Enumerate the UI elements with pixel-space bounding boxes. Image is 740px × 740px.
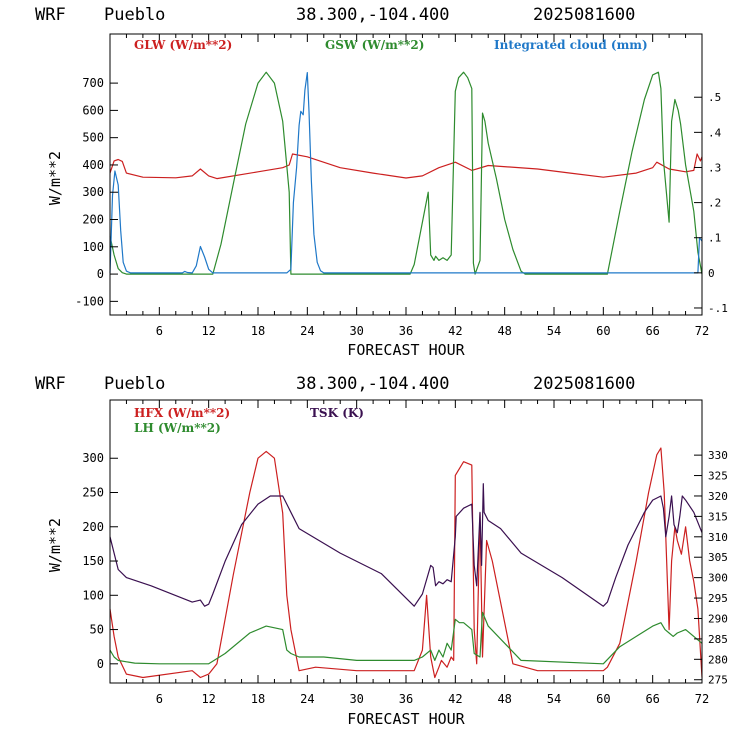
y-tick-label: 200	[82, 520, 104, 534]
x-tick-label: 66	[645, 324, 659, 338]
y-tick-label: 300	[82, 451, 104, 465]
y2-tick-label: .5	[708, 91, 721, 104]
y-tick-label: 400	[82, 158, 104, 172]
y2-tick-label: 275	[708, 674, 728, 687]
y-tick-label: 0	[97, 267, 104, 281]
y-tick-label: 300	[82, 185, 104, 199]
header-station: Pueblo	[104, 374, 165, 394]
legend-tsk: TSK (K)	[310, 406, 364, 420]
legend-cloud: Integrated cloud (mm)	[494, 38, 648, 52]
x-tick-label: 42	[448, 692, 462, 706]
header-model: WRF	[35, 5, 66, 25]
y2-tick-label: 320	[708, 490, 728, 503]
header-date: 2025081600	[533, 5, 635, 25]
y2-tick-label: .3	[708, 161, 721, 174]
panel-2-header: WRF Pueblo 38.300,-104.400 2025081600	[35, 374, 635, 394]
y2-tick-label: 280	[708, 653, 728, 666]
flux-chart: 6 12 18 24 30 36 42 48 54 60 66 72 0 50 100 150 200 250 3…	[46, 399, 728, 728]
y2-tick-label: -.1	[708, 302, 728, 315]
x-tick-label: 30	[349, 324, 363, 338]
header-coords: 38.300,-104.400	[296, 5, 450, 25]
y2-axis-ticks: 275 280 285 290 295 300 305 310 315 320 325 330	[694, 449, 728, 687]
x-tick-label: 48	[497, 324, 511, 338]
x-axis-ticks: 6 12 18 24 30 36 42 48 54 60 66 72	[125, 34, 709, 338]
flux-series	[109, 447, 703, 679]
x-axis-ticks: 6 12 18 24 30 36 42 48 54 60 66 72	[125, 400, 709, 706]
header-station: Pueblo	[104, 5, 165, 25]
y-axis-ticks: 0 50 100 150 200 250 300	[82, 451, 118, 671]
series-line-lh	[109, 611, 703, 665]
header-date: 2025081600	[533, 374, 635, 394]
y-axis-label: W/m**2	[46, 151, 64, 205]
y-tick-label: 0	[97, 657, 104, 671]
legend-glw: GLW (W/m**2)	[134, 38, 232, 52]
y-tick-label: 600	[82, 103, 104, 117]
x-tick-label: 18	[251, 324, 265, 338]
legend-hfx: HFX (W/m**2)	[134, 406, 230, 420]
y-axis-label: W/m**2	[46, 518, 64, 572]
x-tick-label: 72	[695, 692, 709, 706]
x-axis-label: FORECAST HOUR	[347, 710, 465, 728]
x-tick-label: 60	[596, 692, 610, 706]
y2-tick-label: 290	[708, 612, 728, 625]
y2-tick-label: .1	[708, 232, 721, 245]
radiation-series	[109, 71, 703, 275]
y-tick-label: 250	[82, 486, 104, 500]
x-tick-label: 6	[156, 692, 163, 706]
legend-gsw: GSW (W/m**2)	[325, 38, 424, 52]
x-tick-label: 54	[547, 692, 561, 706]
x-tick-label: 66	[645, 692, 659, 706]
legend-lh: LH (W/m**2)	[134, 421, 221, 435]
panel-1-header: WRF Pueblo 38.300,-104.400 2025081600	[35, 5, 635, 25]
y2-tick-label: 310	[708, 531, 728, 544]
y2-tick-label: 305	[708, 551, 728, 564]
y2-tick-label: 325	[708, 470, 728, 483]
y2-tick-label: 300	[708, 572, 728, 585]
radiation-chart: 6 12 18 24 30 36 42 48 54 60 66 72 -100 0 100 200 300 40…	[46, 33, 728, 359]
y-tick-label: 100	[82, 588, 104, 602]
header-model: WRF	[35, 374, 66, 394]
x-tick-label: 54	[547, 324, 561, 338]
x-tick-label: 60	[596, 324, 610, 338]
y-tick-label: -100	[75, 294, 104, 308]
x-tick-label: 24	[300, 324, 314, 338]
y-tick-label: 150	[82, 554, 104, 568]
y2-tick-label: .2	[708, 197, 721, 210]
x-tick-label: 72	[695, 324, 709, 338]
y2-tick-label: 315	[708, 510, 728, 523]
y-tick-label: 700	[82, 76, 104, 90]
x-tick-label: 12	[201, 324, 215, 338]
y2-tick-label: .4	[708, 126, 722, 139]
x-tick-label: 30	[349, 692, 363, 706]
series-line-cloud	[109, 71, 703, 274]
y-tick-label: 50	[90, 623, 104, 637]
header-coords: 38.300,-104.400	[296, 374, 450, 394]
x-tick-label: 42	[448, 324, 462, 338]
x-tick-label: 36	[399, 692, 413, 706]
x-tick-label: 36	[399, 324, 413, 338]
y-tick-label: 500	[82, 131, 104, 145]
x-tick-label: 24	[300, 692, 314, 706]
x-tick-label: 12	[201, 692, 215, 706]
y2-tick-label: 295	[708, 592, 728, 605]
series-line-tsk	[109, 483, 703, 607]
y-tick-label: 200	[82, 213, 104, 227]
plot-frame	[109, 399, 703, 684]
series-line-gsw	[109, 71, 703, 275]
x-tick-label: 48	[497, 692, 511, 706]
y-axis-ticks: -100 0 100 200 300 400 500 600 700	[75, 76, 118, 308]
y2-tick-label: 330	[708, 449, 728, 462]
x-axis-label: FORECAST HOUR	[347, 341, 465, 359]
series-line-glw	[109, 153, 703, 180]
y2-tick-label: 285	[708, 633, 728, 646]
x-tick-label: 18	[251, 692, 265, 706]
y-tick-label: 100	[82, 240, 104, 254]
y2-tick-label: 0	[708, 267, 715, 280]
x-tick-label: 6	[156, 324, 163, 338]
series-line-hfx	[109, 447, 703, 679]
y2-axis-ticks: -.1 0 .1 .2 .3 .4 .5	[694, 91, 728, 315]
